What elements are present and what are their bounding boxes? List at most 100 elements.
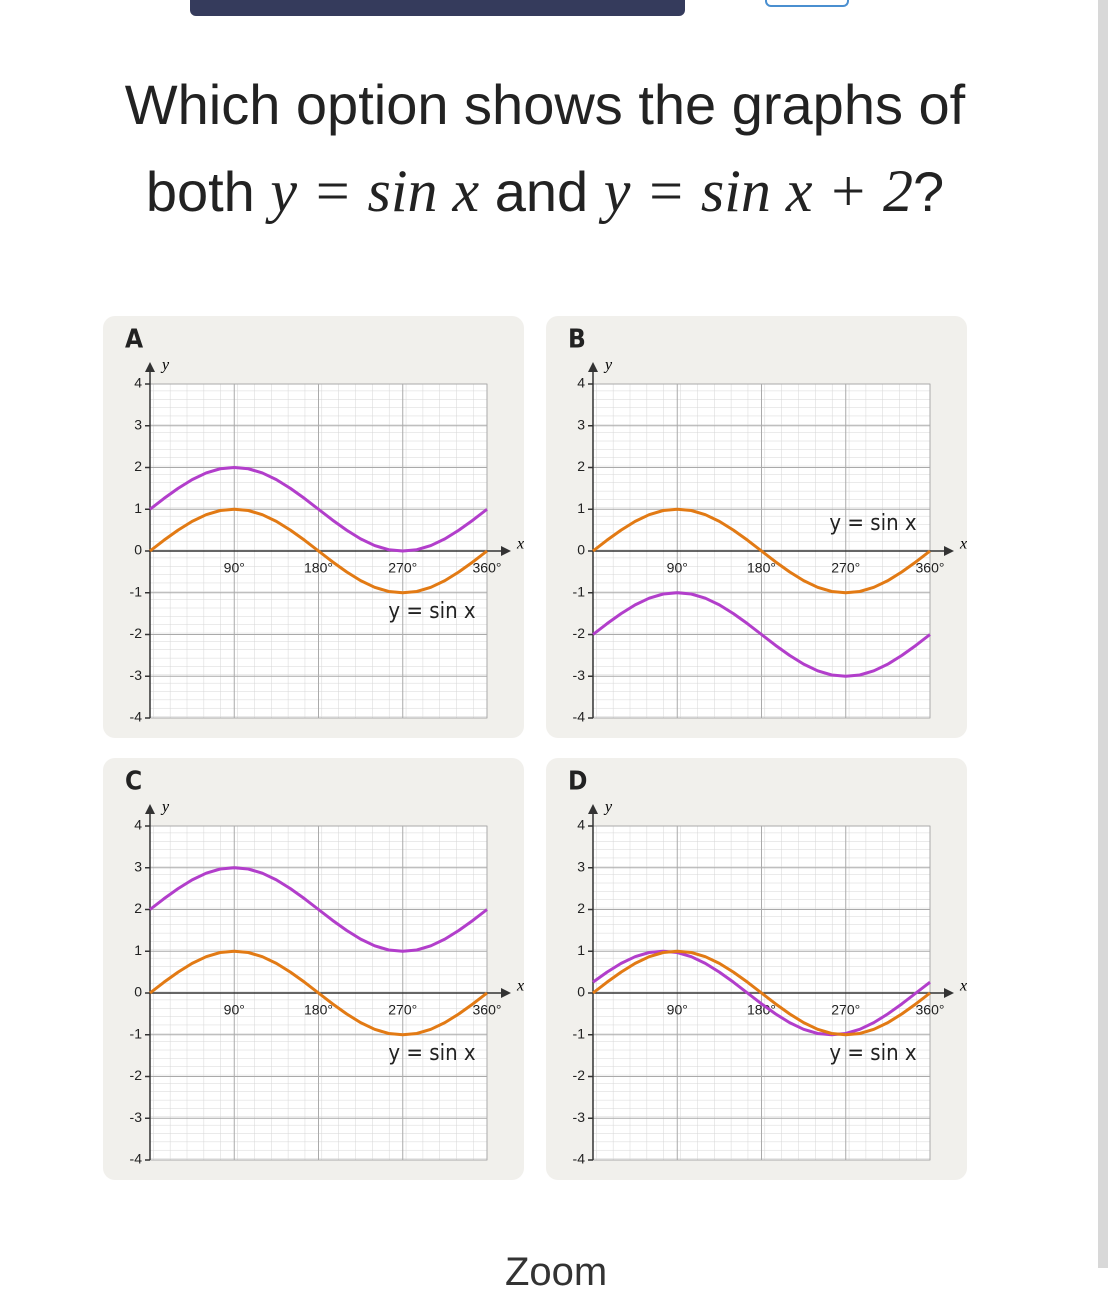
- option-label: A: [125, 325, 143, 355]
- y-tick-label: -1: [130, 1025, 143, 1041]
- y-tick-label: 0: [134, 542, 142, 558]
- zoom-button[interactable]: Zoom: [505, 1250, 608, 1294]
- x-tick-label: 90°: [667, 1002, 688, 1018]
- y-tick-label: 3: [577, 858, 585, 874]
- curve-annotation: y = sin x: [829, 1041, 917, 1066]
- y-tick-label: -2: [130, 1067, 143, 1083]
- options: A -4 -3 -2 -1 0 1 2 3 4 90° 180° 270° 360° x y y = sin x…: [103, 316, 967, 1180]
- y-tick-label: -4: [130, 1151, 143, 1167]
- y-tick-label: -3: [573, 667, 586, 683]
- y-tick-label: 2: [134, 900, 142, 916]
- x-axis-arrow: [944, 988, 954, 998]
- x-tick-label: 90°: [224, 560, 245, 576]
- question-text: both: [145, 160, 255, 223]
- question-text: ?: [913, 160, 945, 223]
- option-card[interactable]: C -4 -3 -2 -1 0 1 2 3 4 90° 180° 270° 360° x y: [103, 758, 524, 1180]
- x-tick-label: 180°: [304, 1002, 333, 1018]
- math-expression: y = sin x + 2: [603, 158, 913, 224]
- y-tick-label: 0: [577, 542, 585, 558]
- y-tick-label: 1: [577, 500, 585, 516]
- curve-annotation: y = sin x: [388, 1041, 476, 1066]
- y-tick-label: -4: [130, 709, 143, 725]
- y-tick-label: -2: [573, 1067, 586, 1083]
- x-tick-label: 90°: [667, 560, 688, 576]
- x-tick-label: 270°: [831, 560, 860, 576]
- x-tick-label: 180°: [747, 560, 776, 576]
- y-tick-label: -3: [130, 667, 143, 683]
- x-tick-label: 360°: [473, 1002, 502, 1018]
- y-tick-label: -3: [130, 1109, 143, 1125]
- y-axis-arrow: [145, 362, 155, 372]
- curve: [592, 949, 931, 1037]
- y-tick-label: 1: [134, 500, 142, 516]
- y-tick-label: 3: [134, 858, 142, 874]
- question: Which option shows the graphs of both y …: [0, 62, 1090, 235]
- scrollbar[interactable]: [1098, 0, 1108, 1268]
- progress-bar: [190, 0, 685, 16]
- y-axis-arrow: [588, 804, 598, 814]
- y-tick-label: 0: [577, 984, 585, 1000]
- x-axis-label: x: [516, 978, 524, 995]
- curve: [149, 866, 488, 953]
- y-axis-arrow: [588, 362, 598, 372]
- x-tick-label: 360°: [916, 1002, 945, 1018]
- y-axis-arrow: [145, 804, 155, 814]
- x-tick-label: 180°: [747, 1002, 776, 1018]
- curve: [592, 507, 931, 595]
- y-axis-label: y: [603, 799, 613, 816]
- y-tick-label: 4: [134, 817, 142, 833]
- curve-annotation: y = sin x: [829, 511, 917, 536]
- option-label: B: [568, 325, 586, 355]
- option-card[interactable]: A -4 -3 -2 -1 0 1 2 3 4 90° 180° 270° 360° x y: [103, 316, 524, 738]
- x-axis-arrow: [501, 546, 511, 556]
- x-tick-label: 270°: [388, 1002, 417, 1018]
- math-expression: y = sin x: [270, 158, 480, 224]
- option-label: C: [125, 767, 142, 797]
- x-tick-label: 270°: [388, 560, 417, 576]
- y-tick-label: -4: [573, 709, 586, 725]
- y-tick-label: 0: [134, 984, 142, 1000]
- x-tick-label: 270°: [831, 1002, 860, 1018]
- question-text: Which option shows the graphs of: [124, 73, 966, 136]
- y-tick-label: 1: [577, 942, 585, 958]
- x-axis-arrow: [944, 546, 954, 556]
- y-tick-label: 1: [134, 942, 142, 958]
- curve: [592, 591, 931, 678]
- option-label: D: [568, 767, 587, 797]
- y-tick-label: 4: [134, 375, 142, 391]
- y-tick-label: 2: [577, 900, 585, 916]
- y-tick-label: -1: [573, 1025, 586, 1041]
- y-tick-label: 4: [577, 375, 585, 391]
- y-tick-label: -3: [573, 1109, 586, 1125]
- x-axis-label: x: [516, 536, 524, 553]
- curve-annotation: y = sin x: [388, 599, 476, 624]
- y-axis-label: y: [603, 357, 613, 374]
- y-tick-label: 2: [577, 458, 585, 474]
- y-axis-label: y: [160, 799, 170, 816]
- option-card[interactable]: B -4 -3 -2 -1 0 1 2 3 4 90° 180° 270° 360° x y: [546, 316, 967, 738]
- y-tick-label: -1: [573, 583, 586, 599]
- curve: [592, 949, 931, 1037]
- x-tick-label: 360°: [473, 560, 502, 576]
- curve: [149, 466, 488, 553]
- y-tick-label: 4: [577, 817, 585, 833]
- x-tick-label: 180°: [304, 560, 333, 576]
- curve: [149, 507, 488, 595]
- y-tick-label: -4: [573, 1151, 586, 1167]
- x-axis-arrow: [501, 988, 511, 998]
- y-tick-label: 3: [577, 416, 585, 432]
- y-tick-label: -1: [130, 583, 143, 599]
- tab[interactable]: [765, 0, 849, 7]
- x-tick-label: 360°: [916, 560, 945, 576]
- curve: [149, 949, 488, 1037]
- y-axis-label: y: [160, 357, 170, 374]
- y-tick-label: 3: [134, 416, 142, 432]
- x-axis-label: x: [959, 978, 967, 995]
- x-tick-label: 90°: [224, 1002, 245, 1018]
- x-axis-label: x: [959, 536, 967, 553]
- y-tick-label: -2: [573, 625, 586, 641]
- question-text: and: [494, 160, 589, 223]
- option-card[interactable]: D -4 -3 -2 -1 0 1 2 3 4 90° 180° 270° 360° x y: [546, 758, 967, 1180]
- y-tick-label: -2: [130, 625, 143, 641]
